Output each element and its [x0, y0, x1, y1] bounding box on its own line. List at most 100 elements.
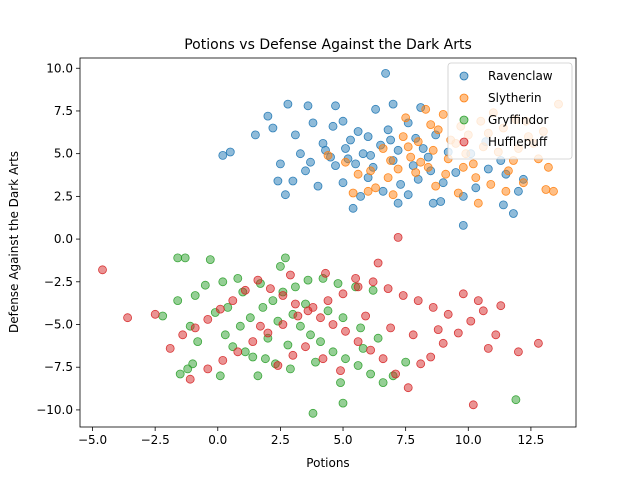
point-gryffindor-47 — [215, 371, 225, 381]
point-ravenclaw-45 — [288, 176, 298, 186]
point-ravenclaw-27 — [341, 144, 350, 153]
point-ravenclaw-18 — [250, 130, 260, 140]
y-tick-label: 7.5 — [54, 104, 73, 118]
point-hufflepuff-48 — [368, 277, 378, 287]
point-gryffindor-1 — [180, 253, 190, 263]
point-gryffindor-28 — [268, 296, 278, 306]
point-ravenclaw-44 — [483, 164, 493, 174]
point-slytherin-53 — [366, 166, 376, 176]
x-tick-label: 12.5 — [518, 433, 545, 447]
point-slytherin-21 — [341, 157, 350, 167]
x-axis: −5.0 −2.5 0.0 2.5 5.0 7.5 10.0 12.5 — [78, 427, 544, 447]
point-slytherin-27 — [486, 179, 496, 189]
point-ravenclaw-52 — [471, 183, 481, 193]
point-hufflepuff-49 — [383, 284, 393, 294]
legend-marker-ravenclaw — [459, 71, 469, 81]
y-tick-label: 10.0 — [46, 61, 73, 75]
point-slytherin-12 — [438, 110, 448, 119]
point-hufflepuff-69 — [288, 350, 298, 360]
point-ravenclaw-7 — [393, 198, 403, 208]
plot-frame — [79, 57, 577, 428]
point-ravenclaw-0 — [381, 69, 391, 78]
point-gryffindor-54 — [323, 306, 333, 316]
point-ravenclaw-9 — [498, 200, 508, 210]
point-hufflepuff-2 — [150, 309, 160, 319]
point-hufflepuff-22 — [328, 320, 338, 329]
point-ravenclaw-63 — [318, 138, 328, 148]
legend-label-slytherin: Slytherin — [488, 91, 542, 105]
x-tick-label: −2.5 — [141, 433, 170, 447]
point-hufflepuff-13 — [438, 338, 448, 348]
point-hufflepuff-55 — [473, 296, 483, 306]
point-gryffindor-18 — [220, 330, 230, 340]
point-hufflepuff-41 — [263, 328, 273, 338]
point-hufflepuff-44 — [308, 302, 318, 312]
point-slytherin-29 — [519, 178, 528, 188]
point-gryffindor-62 — [311, 357, 320, 367]
point-hufflepuff-51 — [413, 296, 423, 306]
legend: Ravenclaw Slytherin Gryffindor Hufflepuff — [447, 62, 573, 160]
point-ravenclaw-38 — [351, 159, 361, 169]
point-hufflepuff-47 — [353, 282, 363, 292]
point-slytherin-51 — [398, 132, 408, 142]
point-slytherin-28 — [501, 186, 511, 196]
x-tick-label: 2.5 — [271, 433, 290, 447]
point-gryffindor-42 — [366, 369, 376, 379]
point-slytherin-41 — [388, 190, 398, 200]
point-hufflepuff-38 — [218, 355, 228, 365]
point-hufflepuff-19 — [366, 345, 376, 355]
point-hufflepuff-42 — [278, 320, 288, 329]
point-slytherin-57 — [423, 162, 433, 172]
point-hufflepuff-46 — [338, 289, 348, 299]
point-hufflepuff-35 — [165, 343, 175, 353]
point-gryffindor-15 — [218, 277, 228, 287]
series-gryffindor — [158, 253, 521, 418]
point-ravenclaw-1 — [225, 147, 235, 157]
chart-title: Potions vs Defense Against the Dark Arts — [184, 37, 472, 53]
point-gryffindor-64 — [358, 343, 368, 353]
point-gryffindor-4 — [275, 261, 285, 271]
point-hufflepuff-43 — [293, 311, 303, 321]
y-tick-label: −10.0 — [36, 403, 73, 417]
point-gryffindor-30 — [290, 282, 300, 292]
point-ravenclaw-62 — [383, 125, 393, 135]
point-ravenclaw-65 — [386, 135, 396, 145]
point-ravenclaw-54 — [273, 176, 283, 186]
point-hufflepuff-40 — [248, 337, 258, 347]
point-hufflepuff-18 — [378, 354, 388, 364]
point-ravenclaw-74 — [514, 186, 523, 196]
point-gryffindor-31 — [303, 275, 313, 285]
point-gryffindor-0 — [173, 253, 183, 263]
point-ravenclaw-11 — [283, 99, 293, 109]
point-hufflepuff-1 — [123, 313, 132, 323]
point-ravenclaw-5 — [348, 203, 358, 213]
point-hufflepuff-27 — [265, 284, 275, 294]
point-hufflepuff-9 — [496, 301, 506, 311]
point-gryffindor-27 — [258, 302, 268, 312]
point-slytherin-36 — [416, 157, 426, 167]
point-ravenclaw-19 — [290, 130, 300, 140]
point-gryffindor-55 — [338, 313, 348, 323]
point-gryffindor-7 — [511, 395, 521, 405]
point-ravenclaw-35 — [275, 159, 285, 169]
point-gryffindor-41 — [353, 361, 363, 370]
point-hufflepuff-34 — [178, 330, 188, 340]
point-ravenclaw-61 — [338, 116, 348, 126]
point-hufflepuff-58 — [351, 273, 361, 283]
legend-label-hufflepuff: Hufflepuff — [488, 135, 548, 149]
point-gryffindor-39 — [328, 347, 338, 357]
x-tick-label: −5.0 — [78, 433, 107, 447]
legend-marker-slytherin — [459, 93, 469, 103]
point-slytherin-40 — [473, 198, 483, 208]
point-gryffindor-12 — [173, 296, 183, 306]
point-hufflepuff-29 — [240, 285, 250, 295]
point-gryffindor-36 — [295, 321, 305, 331]
point-gryffindor-11 — [158, 311, 168, 321]
point-hufflepuff-33 — [190, 323, 200, 333]
point-hufflepuff-36 — [185, 374, 195, 384]
point-gryffindor-22 — [260, 354, 270, 364]
point-hufflepuff-25 — [290, 299, 300, 309]
point-hufflepuff-28 — [253, 275, 263, 285]
